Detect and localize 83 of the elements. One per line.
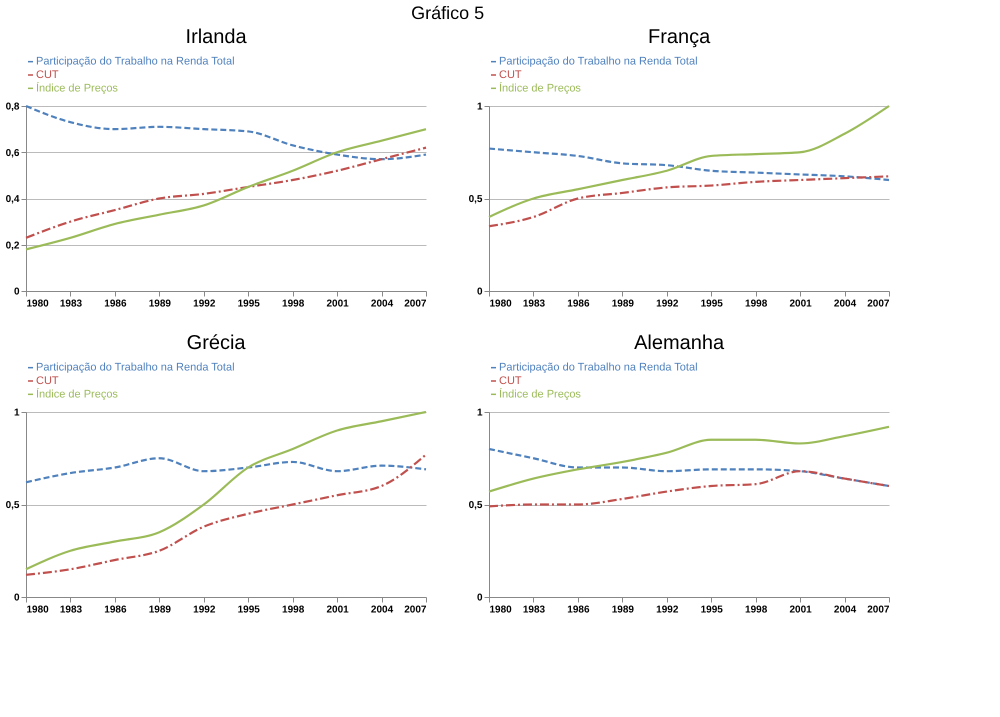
chart-title: Irlanda xyxy=(186,26,248,48)
y-tick-label: 0,8 xyxy=(6,102,20,112)
y-tick-label: 1 xyxy=(476,408,483,418)
y-tick-label: 0,4 xyxy=(6,194,20,205)
line-series xyxy=(488,147,890,182)
x-tick-label: 2001 xyxy=(789,604,812,616)
x-tick-label: 1986 xyxy=(567,298,590,310)
legend-label: CUT xyxy=(499,69,522,81)
x-tick-label: 2004 xyxy=(834,298,857,310)
x-tick-label: 1983 xyxy=(522,604,546,616)
line-series xyxy=(24,410,428,570)
x-tick-label: 1998 xyxy=(745,298,768,310)
x-tick-label: 1998 xyxy=(282,298,305,310)
x-tick-label: 1995 xyxy=(238,604,260,616)
x-tick-label: 1992 xyxy=(656,298,679,310)
line-series xyxy=(24,104,428,160)
x-tick-label: 2001 xyxy=(326,298,350,310)
x-tick-label: 2004 xyxy=(370,604,394,616)
x-tick-label: 1989 xyxy=(148,604,172,616)
chart-title: Alemanha xyxy=(634,332,726,354)
y-tick-label: 0,6 xyxy=(6,148,20,159)
x-tick-label: 2007 xyxy=(867,298,890,310)
legend-label: Índice de Preços xyxy=(499,81,582,94)
y-tick-label: 1 xyxy=(476,102,483,112)
y-tick-label: 0,5 xyxy=(468,194,483,205)
x-tick-label: 1986 xyxy=(104,298,127,310)
x-tick-label: 1998 xyxy=(282,604,305,616)
x-tick-label: 1992 xyxy=(193,604,216,616)
x-tick-label: 1995 xyxy=(238,298,260,310)
legend-label: Participação do Trabalho na Renda Total xyxy=(499,56,698,68)
x-tick-label: 1986 xyxy=(567,604,590,616)
legend-label: Participação do Trabalho na Renda Total xyxy=(499,362,698,374)
y-tick-label: 0 xyxy=(14,286,20,298)
y-tick-label: 0 xyxy=(476,592,483,604)
line-series xyxy=(24,457,428,484)
x-tick-label: 2001 xyxy=(789,298,812,310)
line-series xyxy=(488,104,890,218)
line-series xyxy=(24,146,428,239)
x-tick-label: 1986 xyxy=(104,604,127,616)
y-tick-label: 0,2 xyxy=(6,240,20,252)
legend-label: CUT xyxy=(499,375,522,387)
x-tick-label: 1980 xyxy=(26,298,50,310)
y-tick-label: 0 xyxy=(476,286,483,298)
x-tick-label: 1995 xyxy=(700,298,724,310)
x-tick-label: 2007 xyxy=(404,604,427,616)
legend-label: Índice de Preços xyxy=(36,81,118,94)
legend-label: Participação do Trabalho na Renda Total xyxy=(36,56,235,68)
x-tick-label: 1992 xyxy=(656,604,679,616)
x-tick-label: 1992 xyxy=(193,298,216,310)
legend-label: Índice de Preços xyxy=(499,387,582,400)
x-tick-label: 2004 xyxy=(834,604,857,616)
x-tick-label: 2007 xyxy=(404,298,427,310)
x-tick-label: 2004 xyxy=(370,298,394,310)
x-tick-label: 1983 xyxy=(60,298,83,310)
line-series xyxy=(488,448,890,488)
x-tick-label: 1983 xyxy=(60,604,83,616)
y-tick-label: 0 xyxy=(14,592,20,604)
x-tick-label: 1989 xyxy=(148,298,172,310)
x-tick-label: 1983 xyxy=(522,298,546,310)
x-tick-label: 2007 xyxy=(867,604,890,616)
line-series xyxy=(24,128,428,250)
x-tick-label: 1980 xyxy=(26,604,50,616)
x-tick-label: 1995 xyxy=(700,604,724,616)
text: Gráfico 5 xyxy=(411,3,484,23)
line-series xyxy=(488,470,890,508)
x-tick-label: 1989 xyxy=(612,298,634,310)
chart-title: Grécia xyxy=(186,332,246,354)
x-tick-label: 1998 xyxy=(745,604,768,616)
line-series xyxy=(488,426,890,493)
x-tick-label: 1989 xyxy=(612,604,634,616)
y-tick-label: 0,5 xyxy=(6,500,20,511)
legend-label: CUT xyxy=(36,375,59,387)
line-series xyxy=(24,453,428,576)
x-tick-label: 1980 xyxy=(490,604,512,616)
y-tick-label: 1 xyxy=(14,408,20,418)
y-tick-label: 0,5 xyxy=(468,500,483,511)
legend-label: Participação do Trabalho na Renda Total xyxy=(36,362,235,374)
x-tick-label: 1980 xyxy=(490,298,512,310)
legend-label: Índice de Preços xyxy=(36,387,118,400)
line-series xyxy=(488,175,890,228)
legend-label: CUT xyxy=(36,69,59,81)
chart-title: França xyxy=(648,26,712,48)
x-tick-label: 2001 xyxy=(326,604,350,616)
